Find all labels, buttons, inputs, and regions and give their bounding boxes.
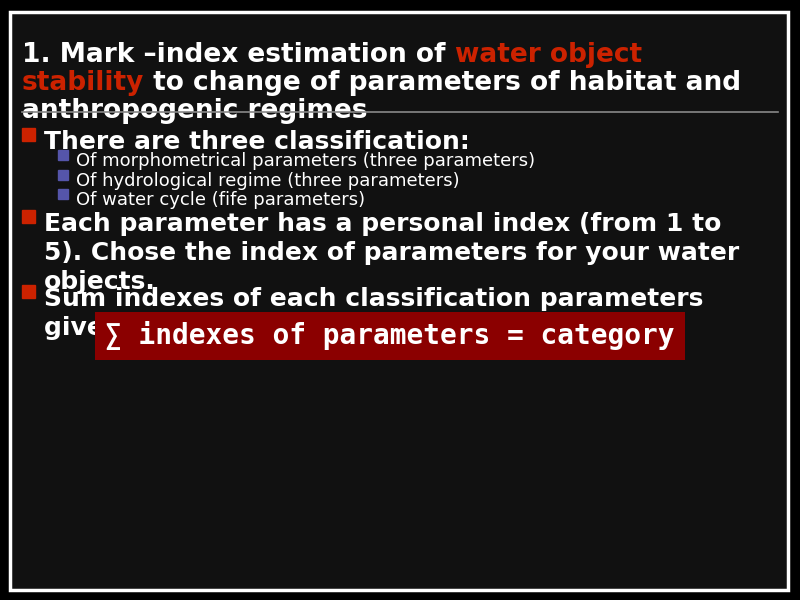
FancyBboxPatch shape <box>10 12 788 590</box>
FancyBboxPatch shape <box>95 312 685 360</box>
Bar <box>58 189 68 199</box>
Text: There are three classification:: There are three classification: <box>44 130 470 154</box>
Bar <box>58 150 68 160</box>
Bar <box>22 285 35 298</box>
Text: Each parameter has a personal index (from 1 to
5). Chose the index of parameters: Each parameter has a personal index (fro… <box>44 212 739 293</box>
Text: to change of parameters of habitat and: to change of parameters of habitat and <box>144 70 742 96</box>
Text: Sum indexes of each classification parameters
give three categories: Sum indexes of each classification param… <box>44 287 703 340</box>
Text: Of hydrological regime (three parameters): Of hydrological regime (three parameters… <box>76 172 460 190</box>
Text: anthropogenic regimes: anthropogenic regimes <box>22 98 367 124</box>
Text: 1. Mark –index estimation of: 1. Mark –index estimation of <box>22 42 454 68</box>
Text: water object: water object <box>454 42 642 68</box>
Text: stability: stability <box>22 70 144 96</box>
Text: Of water cycle (fife parameters): Of water cycle (fife parameters) <box>76 191 365 209</box>
Text: ∑ indexes of parameters = category: ∑ indexes of parameters = category <box>106 322 674 350</box>
Bar <box>58 170 68 180</box>
Text: Of morphometrical parameters (three parameters): Of morphometrical parameters (three para… <box>76 152 535 170</box>
Bar <box>22 128 35 141</box>
Bar <box>22 210 35 223</box>
